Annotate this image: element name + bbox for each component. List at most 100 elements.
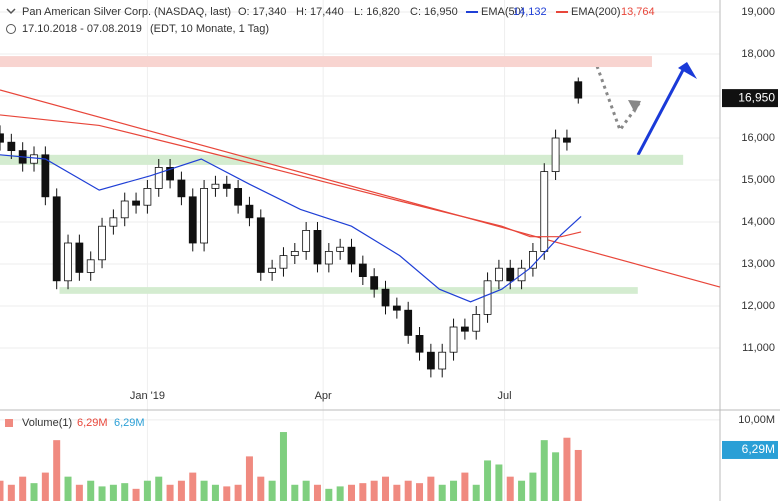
candle-body: [41, 154, 50, 198]
candle-body: [0, 133, 4, 143]
chart-title: Pan American Silver Corp. (NASDAQ, last): [22, 6, 231, 18]
volume-bar: [41, 472, 49, 501]
candle-body: [392, 305, 401, 311]
candle-body: [563, 137, 571, 143]
candle-body: [75, 242, 84, 273]
candle-body: [483, 280, 492, 315]
volume-bar: [109, 484, 117, 501]
volume-bar: [19, 476, 27, 501]
ema-line: [0, 154, 582, 303]
candle-body: [256, 217, 265, 273]
candle-body: [52, 196, 61, 282]
volume-bar: [132, 488, 140, 501]
legend-value: 13,764: [621, 6, 655, 18]
volume-bar: [211, 484, 219, 501]
volume-bar: [359, 483, 367, 501]
candle-body: [381, 288, 390, 307]
ohlc-close: C: 16,950: [410, 6, 458, 18]
volume-bar: [563, 437, 571, 501]
volume-bar: [574, 449, 582, 501]
candle-body: [64, 242, 72, 282]
volume-bar: [177, 480, 185, 501]
y-tick-label: 13,000: [741, 258, 775, 270]
candle-body: [245, 204, 254, 219]
volume-bar: [325, 488, 333, 501]
volume-tag-label: 6,29M: [742, 442, 775, 456]
volume-bar: [540, 440, 548, 501]
candle-body: [438, 351, 447, 370]
volume-bar: [64, 476, 72, 501]
candle-body: [506, 267, 515, 282]
candle-body: [460, 326, 469, 332]
support-zone: [59, 287, 638, 294]
legend-label: EMA(200): [571, 6, 621, 18]
candle-body: [132, 200, 140, 206]
candle-body: [336, 246, 345, 252]
y-tick-label: 10,00M: [738, 414, 775, 426]
volume-bar: [268, 480, 276, 501]
volume-bar: [53, 440, 61, 501]
volume-bar: [347, 484, 355, 501]
volume-bar: [279, 432, 287, 501]
collapse-icon[interactable]: [6, 8, 16, 15]
price-tag-label: 16,950: [738, 90, 775, 104]
volume-legend-value: 6,29M: [114, 417, 145, 429]
y-tick-label: 15,000: [741, 174, 775, 186]
volume-bar: [155, 476, 163, 501]
volume-bar: [393, 484, 401, 501]
candle-body: [540, 171, 549, 252]
legend-value: 14,132: [513, 6, 547, 18]
volume-legend-swatch: [5, 419, 13, 427]
candle-body: [551, 137, 560, 173]
candle-body: [200, 188, 208, 244]
volume-bar: [121, 483, 129, 501]
volume-bar: [529, 472, 537, 501]
axis-bg: [720, 0, 780, 501]
price-tag: [722, 89, 778, 108]
candle-body: [154, 167, 163, 189]
candle-body: [268, 267, 277, 273]
volume-legend: Volume(1): [22, 417, 72, 429]
volume-bar: [404, 480, 412, 501]
volume-bar: [0, 480, 4, 501]
candle-body: [7, 141, 16, 152]
candle-body: [109, 217, 118, 227]
volume-bar: [30, 483, 38, 501]
ema-line: [0, 114, 582, 238]
volume-bar: [223, 486, 231, 501]
volume-bar: [382, 476, 390, 501]
candle-body: [313, 230, 322, 265]
arrow-head: [628, 100, 641, 113]
y-tick-label: 12,000: [741, 300, 775, 312]
ohlc-high: H: 17,440: [296, 6, 344, 18]
volume-bar: [166, 484, 174, 501]
volume-bar: [438, 484, 446, 501]
x-tick-label: Jul: [498, 390, 512, 402]
volume-tag: [722, 440, 778, 459]
volume-bar: [416, 483, 424, 501]
trend-line: [0, 89, 721, 288]
volume-legend-value: 6,29M: [77, 417, 108, 429]
volume-bar: [234, 484, 242, 501]
volume-bar: [7, 484, 15, 501]
volume-bar: [302, 480, 310, 501]
y-tick-label: 18,000: [741, 48, 775, 60]
y-tick-label: 11,000: [742, 342, 775, 354]
candle-body: [143, 188, 152, 206]
volume-bar: [552, 452, 560, 501]
volume-bar: [472, 484, 480, 501]
ohlc-low: L: 16,820: [354, 6, 400, 18]
ohlc-open: O: 17,340: [238, 6, 286, 18]
volume-bar: [87, 480, 95, 501]
volume-bar: [495, 464, 503, 501]
subtitle: 17.10.2018 - 07.08.2019: [22, 23, 142, 35]
candle-body: [404, 309, 413, 336]
volume-bar: [245, 456, 253, 501]
candle-body: [98, 225, 106, 261]
candle-body: [86, 259, 95, 273]
candle-body: [177, 179, 186, 198]
candle-body: [188, 196, 197, 244]
y-tick-label: 19,000: [741, 6, 775, 18]
volume-bar: [75, 484, 83, 501]
